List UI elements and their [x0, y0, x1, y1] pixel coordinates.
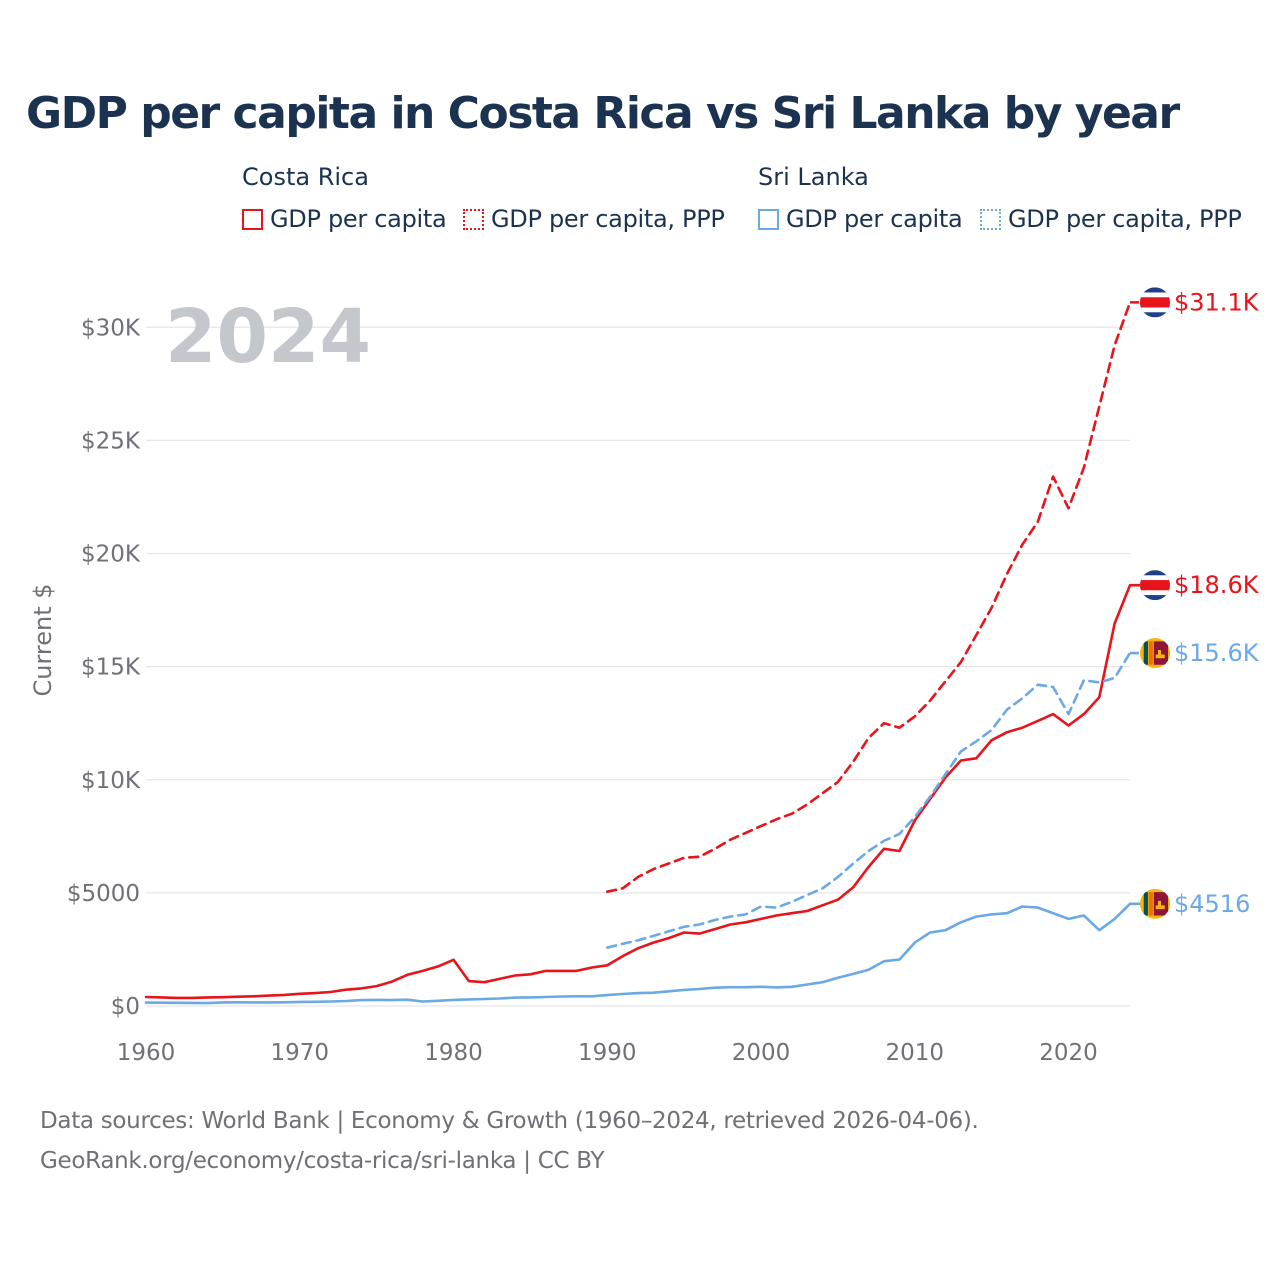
x-tick-label: 2000: [732, 1040, 791, 1066]
series-line-3: [605, 651, 1132, 949]
y-tick-label: $20K: [81, 542, 141, 568]
legend-swatch-solid: [758, 208, 779, 230]
end-value-label: $4516: [1174, 890, 1250, 918]
footer-sources: Data sources: World Bank | Economy & Gro…: [40, 1108, 979, 1134]
legend-item-costa-rica-gdp[interactable]: GDP per capita: [242, 205, 447, 233]
series-line-0: [144, 583, 1132, 1000]
legend-swatch-dotted: [463, 208, 484, 230]
legend-swatch-solid: [242, 208, 263, 230]
series-lines: [144, 301, 1132, 1005]
legend-swatch-dotted: [980, 208, 1001, 230]
x-tick-label: 1980: [424, 1040, 483, 1066]
sri-lanka-flag-icon-2: [1140, 888, 1170, 919]
end-markers: $18.6K $31.1K $4516 $15.6K: [1130, 287, 1260, 919]
y-axis-label: Current $: [29, 583, 57, 696]
y-tick-label: $5000: [67, 881, 140, 907]
x-tick-label: 1960: [117, 1040, 176, 1066]
legend-group-sri-lanka: Sri Lanka: [758, 163, 869, 191]
year-watermark: 2024: [165, 294, 371, 380]
legend-group-costa-rica: Costa Rica: [242, 163, 369, 191]
x-tick-label: 1990: [578, 1040, 637, 1066]
y-tick-label: $25K: [81, 428, 141, 454]
line-chart: 2024 Current $ $0 $5000 $10K $15K $20K $25K $3…: [29, 287, 1260, 1066]
costa-rica-flag-icon-1: [1140, 287, 1170, 318]
legend-label: GDP per capita: [786, 205, 963, 233]
y-tick-label: $15K: [81, 655, 141, 681]
chart-title: GDP per capita in Costa Rica vs Sri Lank…: [26, 88, 1180, 139]
y-tick-label: $0: [111, 994, 140, 1020]
y-tick-label: $10K: [81, 768, 141, 794]
series-line-2: [144, 902, 1132, 1005]
legend-label: GDP per capita, PPP: [1008, 205, 1242, 233]
legend-label: GDP per capita: [270, 205, 447, 233]
x-tick-label: 1970: [270, 1040, 329, 1066]
series-line-1: [605, 301, 1132, 894]
footer-credit: GeoRank.org/economy/costa-rica/sri-lanka…: [40, 1148, 605, 1174]
x-axis-ticks: 1960 1970 1980 1990 2000 2010 2020: [117, 1040, 1098, 1066]
sri-lanka-flag-icon-3: [1140, 638, 1170, 669]
x-tick-label: 2020: [1039, 1040, 1098, 1066]
legend-item-sri-lanka-gdp[interactable]: GDP per capita: [758, 205, 963, 233]
legend-label: GDP per capita, PPP: [491, 205, 725, 233]
end-value-label: $18.6K: [1174, 571, 1260, 599]
costa-rica-flag-icon-0: [1140, 570, 1170, 601]
y-tick-label: $30K: [81, 315, 141, 341]
grid-lines: [146, 326, 1130, 1007]
y-axis-ticks: $0 $5000 $10K $15K $20K $25K $30K: [67, 315, 141, 1020]
end-value-label: $31.1K: [1174, 288, 1260, 316]
end-value-label: $15.6K: [1174, 639, 1260, 667]
legend-item-costa-rica-gdp-ppp[interactable]: GDP per capita, PPP: [463, 205, 725, 233]
x-tick-label: 2010: [885, 1040, 944, 1066]
legend-item-sri-lanka-gdp-ppp[interactable]: GDP per capita, PPP: [980, 205, 1242, 233]
